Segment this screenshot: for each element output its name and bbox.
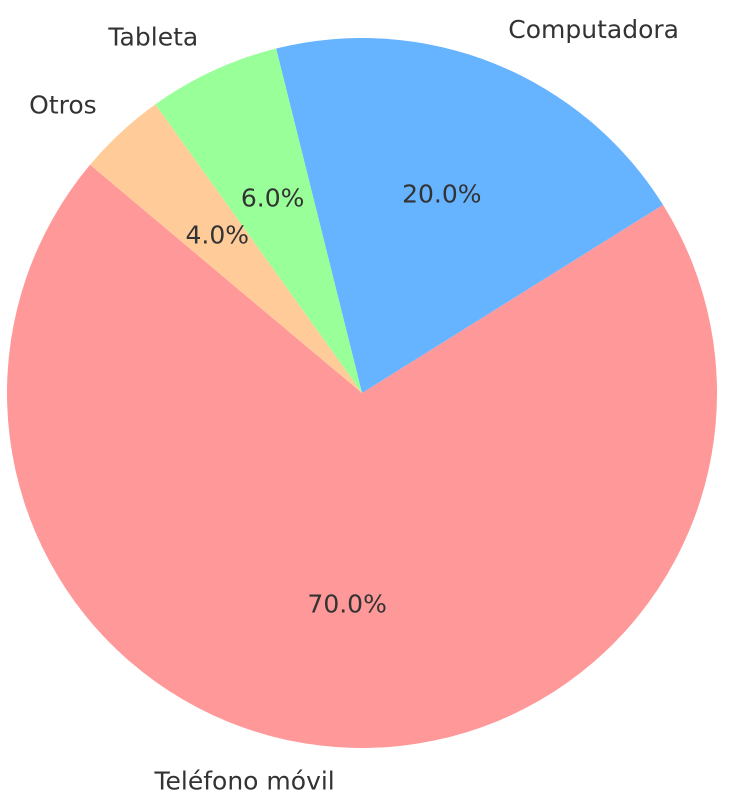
value-label: 20.0%	[402, 180, 481, 209]
slice-label: Teléfono móvil	[154, 767, 335, 795]
slice-label: Computadora	[508, 15, 679, 44]
value-label: 6.0%	[241, 184, 305, 213]
pie-slice	[6, 164, 717, 748]
pie-slice	[155, 48, 362, 394]
slice-label: Otros	[29, 90, 97, 119]
value-label: 70.0%	[307, 589, 386, 618]
pie-slice	[276, 38, 664, 394]
slice-label: Tableta	[107, 23, 198, 52]
pie-slice	[90, 104, 362, 393]
value-label: 4.0%	[186, 221, 250, 250]
